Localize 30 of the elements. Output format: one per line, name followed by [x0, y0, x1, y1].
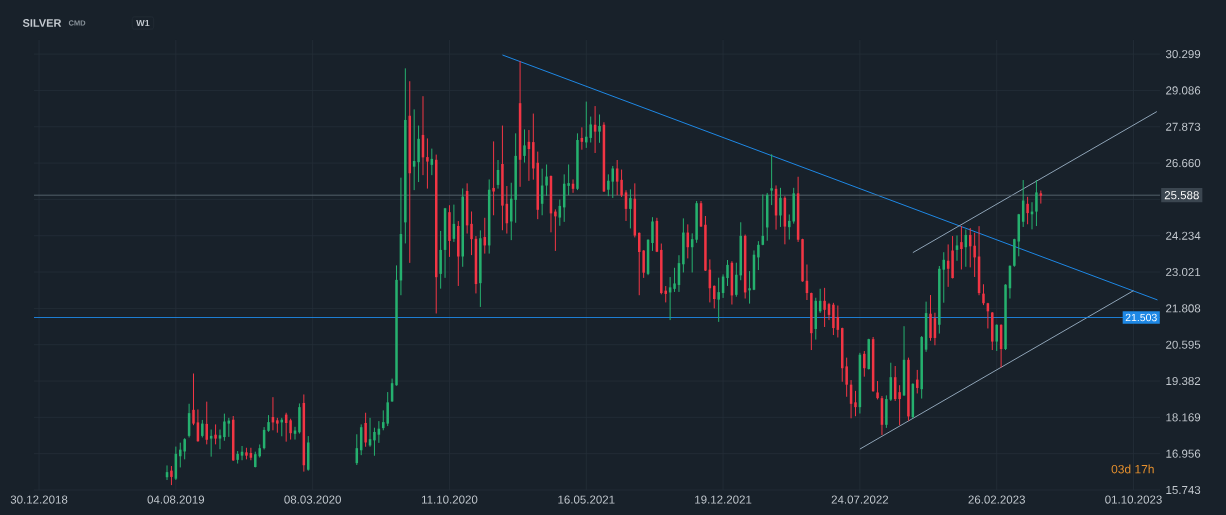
candlestick	[276, 417, 279, 433]
ref-line-label: 25.588	[1164, 191, 1199, 200]
x-tick-label: 24.07.2022	[831, 495, 889, 504]
y-tick-label: 23.021	[1166, 267, 1201, 277]
y-tick-label: 26.660	[1166, 159, 1201, 168]
x-tick-label: 04.08.2019	[147, 495, 205, 504]
y-tick-label: 30.299	[1165, 50, 1201, 59]
x-tick-label: 26.02.2023	[968, 495, 1025, 504]
x-tick-label: 11.10.2020	[421, 495, 478, 504]
y-tick-label: 27.873	[1166, 122, 1201, 131]
x-tick-label: 16.05.2021	[558, 495, 615, 504]
x-tick-label: 19.12.2021	[695, 495, 752, 504]
y-tick-label: 16.956	[1166, 449, 1201, 458]
y-tick-label: 24.234	[1166, 231, 1201, 240]
candlestick	[245, 447, 248, 460]
y-tick-label: 19.382	[1166, 376, 1201, 386]
x-tick-label: 08.03.2020	[284, 495, 341, 504]
annotation: 03d 17h	[1111, 464, 1154, 474]
y-tick-label: 29.086	[1166, 86, 1201, 95]
text: W1	[136, 19, 150, 27]
candlestick	[770, 154, 773, 206]
y-tick-label: 18.169	[1166, 413, 1201, 422]
y-tick-label: 15.743	[1166, 485, 1201, 495]
y-tick-label: 20.595	[1166, 340, 1201, 349]
x-tick-label: 01.10.2023	[1105, 495, 1162, 504]
candlestick	[426, 138, 429, 189]
chart-title: SILVER	[22, 19, 62, 27]
ref-line-label: 21.503	[1125, 313, 1157, 322]
x-tick-label: 30.12.2018	[10, 495, 68, 504]
y-tick-label: 21.808	[1166, 304, 1201, 313]
